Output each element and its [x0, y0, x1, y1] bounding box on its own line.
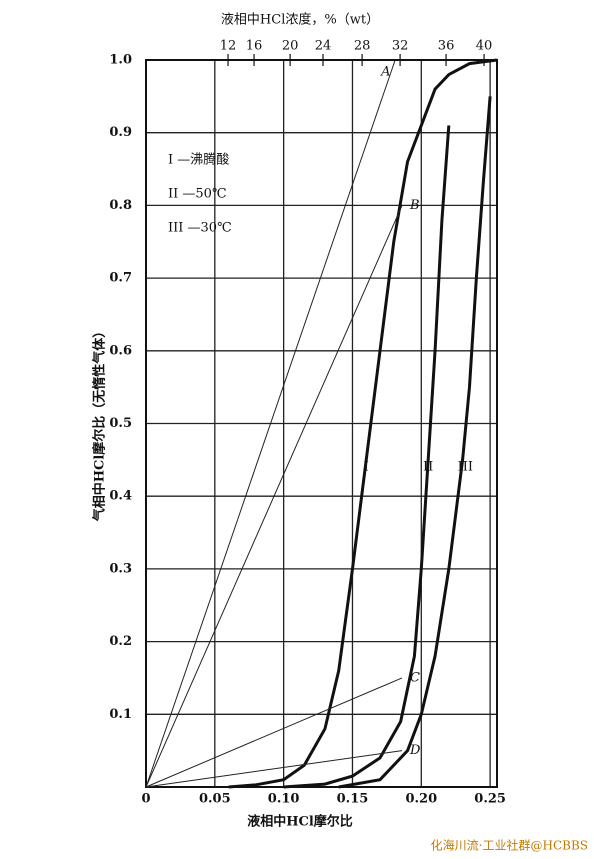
y-tick-label: 0.2	[109, 634, 132, 649]
legend-entry: I —沸腾酸	[168, 152, 229, 168]
top-tick-label: 16	[246, 39, 263, 54]
curve	[283, 125, 451, 789]
top-tick-label: 24	[315, 39, 332, 54]
y-tick-label: 0.6	[109, 343, 132, 358]
top-axis-title: 液相中HCl浓度，%（wt）	[221, 12, 379, 28]
tie-line	[145, 750, 403, 788]
y-tick-label: 0.9	[109, 125, 132, 140]
y-tick-label: 0.5	[109, 416, 132, 431]
y-tick-label: 1.0	[109, 53, 132, 68]
legend-entry: III —30℃	[168, 221, 232, 236]
top-tick-label: 40	[476, 39, 493, 54]
curve-label: II	[423, 460, 433, 475]
line-label: D	[409, 743, 421, 758]
y-tick-label: 0.4	[109, 489, 132, 504]
top-tick-label: 20	[282, 39, 299, 54]
top-tick-label: 36	[438, 39, 455, 54]
y-axis-title: 气相中HCl摩尔比（无惰性气体）	[92, 325, 108, 522]
top-tick-label: 28	[354, 39, 371, 54]
curve-label: III	[458, 460, 473, 475]
tie-line	[145, 205, 403, 788]
tie-line	[145, 677, 403, 788]
line-label: B	[409, 198, 420, 213]
top-tick-label: 12	[220, 39, 237, 54]
x-axis-title: 液相中HCl摩尔比	[247, 814, 353, 830]
x-tick-label: 0.05	[199, 792, 231, 807]
y-tick-label: 0.8	[109, 198, 132, 213]
plot-frame	[145, 59, 498, 788]
y-tick-label: 0.3	[109, 561, 132, 576]
y-tick-label: 0.1	[109, 707, 132, 722]
y-tick-label: 0.7	[109, 271, 132, 286]
x-tick-label: 0	[141, 792, 150, 807]
curve	[228, 58, 498, 789]
curve	[338, 96, 492, 789]
line-label: A	[380, 65, 390, 80]
top-tick-label: 32	[392, 39, 409, 54]
curve-label: I	[364, 460, 369, 475]
watermark: 化海川流·工业社群@HCBBS	[431, 838, 588, 853]
x-tick-label: 0.15	[337, 792, 369, 807]
line-label: C	[410, 670, 420, 685]
x-tick-label: 0.10	[268, 792, 300, 807]
legend-entry: II —50℃	[168, 187, 227, 202]
x-tick-label: 0.25	[474, 792, 506, 807]
x-tick-label: 0.20	[405, 792, 437, 807]
tie-line	[145, 59, 396, 788]
